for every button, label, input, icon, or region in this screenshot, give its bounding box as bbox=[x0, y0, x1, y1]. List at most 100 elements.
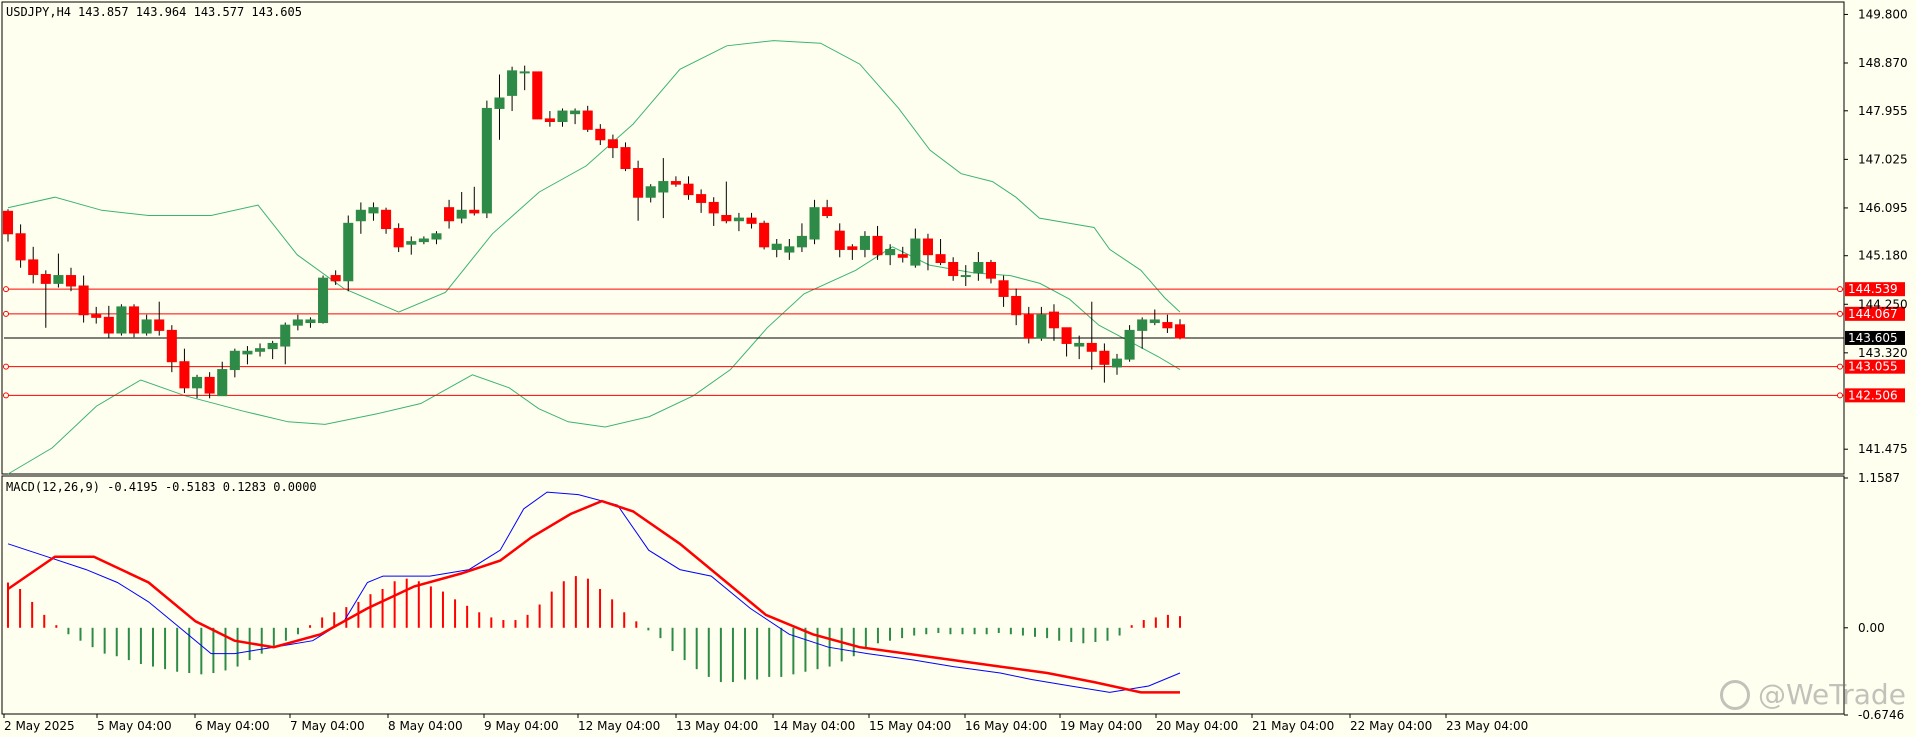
bull-candle[interactable] bbox=[519, 71, 530, 74]
price-pane[interactable] bbox=[2, 40, 1844, 475]
bear-candle[interactable] bbox=[1162, 322, 1173, 329]
bear-candle[interactable] bbox=[28, 259, 39, 276]
bear-candle[interactable] bbox=[847, 246, 858, 250]
bull-candle[interactable] bbox=[645, 186, 656, 198]
bear-candle[interactable] bbox=[998, 280, 1009, 297]
bull-candle[interactable] bbox=[229, 350, 240, 371]
bear-candle[interactable] bbox=[444, 207, 455, 222]
bull-candle[interactable] bbox=[431, 233, 442, 240]
bull-candle[interactable] bbox=[1074, 342, 1085, 347]
bull-candle[interactable] bbox=[418, 238, 429, 243]
bull-candle[interactable] bbox=[116, 306, 127, 334]
bull-candle[interactable] bbox=[368, 207, 379, 214]
bear-candle[interactable] bbox=[1174, 324, 1186, 339]
bull-candle[interactable] bbox=[507, 70, 518, 96]
bear-candle[interactable] bbox=[469, 209, 480, 214]
bear-candle[interactable] bbox=[985, 262, 997, 279]
bear-candle[interactable] bbox=[204, 376, 215, 394]
bear-candle[interactable] bbox=[128, 306, 140, 334]
bull-candle[interactable] bbox=[481, 107, 492, 214]
bull-candle[interactable] bbox=[255, 348, 266, 352]
bear-candle[interactable] bbox=[381, 209, 392, 230]
bear-candle[interactable] bbox=[683, 183, 694, 196]
bear-candle[interactable] bbox=[595, 128, 606, 141]
bear-candle[interactable] bbox=[330, 275, 341, 282]
macd-pane[interactable] bbox=[4, 491, 1844, 694]
bull-candle[interactable] bbox=[355, 209, 366, 222]
bear-candle[interactable] bbox=[948, 262, 959, 277]
bull-candle[interactable] bbox=[557, 110, 568, 123]
bull-candle[interactable] bbox=[280, 324, 291, 347]
price-level-handle-left[interactable] bbox=[3, 392, 9, 399]
bear-candle[interactable] bbox=[65, 275, 77, 287]
bull-candle[interactable] bbox=[859, 235, 870, 250]
bear-candle[interactable] bbox=[78, 285, 89, 316]
price-level-handle-right[interactable] bbox=[1837, 363, 1843, 370]
bear-candle[interactable] bbox=[1023, 314, 1034, 339]
bull-candle[interactable] bbox=[318, 277, 329, 324]
bull-candle[interactable] bbox=[343, 222, 354, 282]
bear-candle[interactable] bbox=[154, 319, 165, 331]
bear-candle[interactable] bbox=[15, 233, 26, 261]
bull-candle[interactable] bbox=[809, 207, 820, 240]
bear-candle[interactable] bbox=[746, 217, 757, 224]
bull-candle[interactable] bbox=[494, 97, 505, 109]
bear-candle[interactable] bbox=[872, 235, 883, 256]
bull-candle[interactable] bbox=[456, 209, 467, 219]
bull-candle[interactable] bbox=[796, 235, 807, 248]
bear-candle[interactable] bbox=[759, 222, 770, 248]
bull-candle[interactable] bbox=[784, 246, 795, 253]
bull-candle[interactable] bbox=[305, 319, 316, 324]
bear-candle[interactable] bbox=[1061, 327, 1072, 344]
bear-candle[interactable] bbox=[179, 361, 190, 389]
bear-candle[interactable] bbox=[2, 210, 14, 235]
bull-candle[interactable] bbox=[217, 369, 228, 397]
bull-candle[interactable] bbox=[658, 181, 669, 193]
bull-candle[interactable] bbox=[771, 243, 782, 250]
bear-candle[interactable] bbox=[1011, 295, 1022, 316]
bear-candle[interactable] bbox=[532, 71, 543, 120]
price-level-handle-right[interactable] bbox=[1837, 310, 1843, 317]
bull-candle[interactable] bbox=[242, 350, 253, 355]
bear-candle[interactable] bbox=[1099, 350, 1110, 365]
bull-candle[interactable] bbox=[570, 110, 581, 115]
bear-candle[interactable] bbox=[607, 139, 618, 149]
bear-candle[interactable] bbox=[91, 314, 102, 318]
bear-candle[interactable] bbox=[393, 228, 404, 248]
bear-candle[interactable] bbox=[708, 201, 719, 214]
bear-candle[interactable] bbox=[696, 194, 707, 203]
bear-candle[interactable] bbox=[544, 118, 555, 122]
bull-candle[interactable] bbox=[1036, 314, 1047, 339]
bull-candle[interactable] bbox=[1124, 329, 1135, 360]
bear-candle[interactable] bbox=[1086, 342, 1097, 352]
bull-candle[interactable] bbox=[406, 241, 417, 245]
bull-candle[interactable] bbox=[141, 319, 152, 334]
bear-candle[interactable] bbox=[1048, 311, 1060, 329]
bull-candle[interactable] bbox=[733, 217, 744, 222]
bear-candle[interactable] bbox=[721, 215, 732, 222]
bear-candle[interactable] bbox=[935, 254, 946, 264]
bull-candle[interactable] bbox=[973, 262, 984, 274]
bull-candle[interactable] bbox=[267, 342, 278, 350]
bear-candle[interactable] bbox=[40, 274, 51, 284]
bear-candle[interactable] bbox=[620, 147, 631, 170]
bull-candle[interactable] bbox=[53, 275, 64, 284]
bear-candle[interactable] bbox=[103, 316, 114, 334]
bull-candle[interactable] bbox=[960, 275, 971, 278]
price-level-handle-left[interactable] bbox=[3, 286, 9, 293]
bull-candle[interactable] bbox=[292, 319, 303, 326]
bear-candle[interactable] bbox=[633, 168, 644, 198]
bear-candle[interactable] bbox=[166, 329, 177, 363]
bull-candle[interactable] bbox=[1137, 319, 1148, 331]
bear-candle[interactable] bbox=[822, 207, 833, 217]
bull-candle[interactable] bbox=[910, 238, 921, 266]
bear-candle[interactable] bbox=[922, 238, 933, 256]
bull-candle[interactable] bbox=[1111, 358, 1123, 368]
price-level-handle-left[interactable] bbox=[3, 363, 9, 370]
price-level-handle-right[interactable] bbox=[1837, 286, 1843, 293]
bear-candle[interactable] bbox=[670, 181, 681, 185]
bear-candle[interactable] bbox=[897, 254, 908, 258]
price-level-handle-right[interactable] bbox=[1837, 392, 1843, 399]
bull-candle[interactable] bbox=[191, 376, 203, 389]
